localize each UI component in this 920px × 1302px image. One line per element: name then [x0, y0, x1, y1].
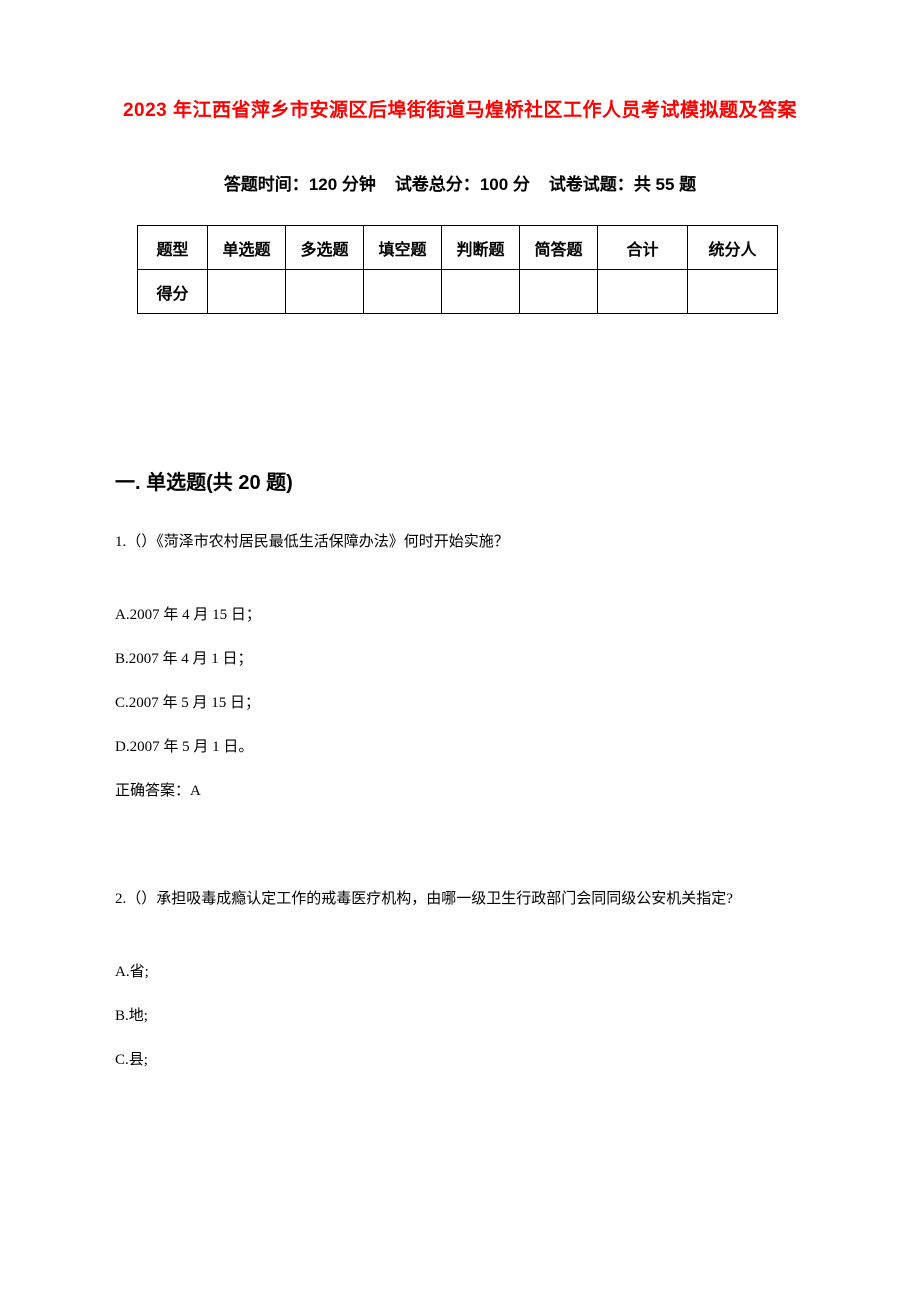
score-cell [520, 270, 598, 314]
count-value: 共 55 题 [634, 175, 696, 194]
header-cell: 简答题 [520, 226, 598, 270]
score-cell [364, 270, 442, 314]
table-score-row: 得分 [138, 270, 778, 314]
total-label: 试卷总分： [395, 175, 480, 194]
header-cell: 合计 [598, 226, 688, 270]
question-1-option-b: B.2007 年 4 月 1 日； [115, 647, 805, 671]
question-2-option-b: B.地; [115, 1004, 805, 1028]
question-2-text: 2.（）承担吸毒成瘾认定工作的戒毒医疗机构，由哪一级卫生行政部门会同同级公安机关… [115, 878, 805, 920]
header-cell: 题型 [138, 226, 208, 270]
header-cell: 判断题 [442, 226, 520, 270]
score-cell [598, 270, 688, 314]
question-1: 1.（）《菏泽市农村居民最低生活保障办法》何时开始实施？ A.2007 年 4 … [115, 521, 805, 803]
count-label: 试卷试题： [549, 175, 634, 194]
document-title: 2023 年江西省萍乡市安源区后埠街街道马煌桥社区工作人员考试模拟题及答案 [115, 95, 805, 122]
score-cell [208, 270, 286, 314]
question-1-option-a: A.2007 年 4 月 15 日； [115, 603, 805, 627]
table-header-row: 题型 单选题 多选题 填空题 判断题 简答题 合计 统分人 [138, 226, 778, 270]
time-label: 答题时间： [224, 175, 309, 194]
question-1-text: 1.（）《菏泽市农村居民最低生活保障办法》何时开始实施？ [115, 521, 805, 563]
exam-info-line: 答题时间：120 分钟 试卷总分：100 分 试卷试题：共 55 题 [115, 170, 805, 195]
score-cell [286, 270, 364, 314]
score-cell [442, 270, 520, 314]
question-2-option-c: C.县; [115, 1048, 805, 1072]
question-1-answer: 正确答案：A [115, 779, 805, 803]
section-1-heading: 一. 单选题(共 20 题) [115, 466, 805, 495]
time-value: 120 分钟 [309, 175, 376, 194]
question-2-option-a: A.省; [115, 960, 805, 984]
question-1-option-c: C.2007 年 5 月 15 日； [115, 691, 805, 715]
header-cell: 填空题 [364, 226, 442, 270]
header-cell: 统分人 [688, 226, 778, 270]
question-2: 2.（）承担吸毒成瘾认定工作的戒毒医疗机构，由哪一级卫生行政部门会同同级公安机关… [115, 878, 805, 1072]
total-value: 100 分 [480, 175, 530, 194]
question-1-option-d: D.2007 年 5 月 1 日。 [115, 735, 805, 759]
header-cell: 单选题 [208, 226, 286, 270]
score-table: 题型 单选题 多选题 填空题 判断题 简答题 合计 统分人 得分 [137, 225, 778, 314]
score-label-cell: 得分 [138, 270, 208, 314]
header-cell: 多选题 [286, 226, 364, 270]
score-cell [688, 270, 778, 314]
